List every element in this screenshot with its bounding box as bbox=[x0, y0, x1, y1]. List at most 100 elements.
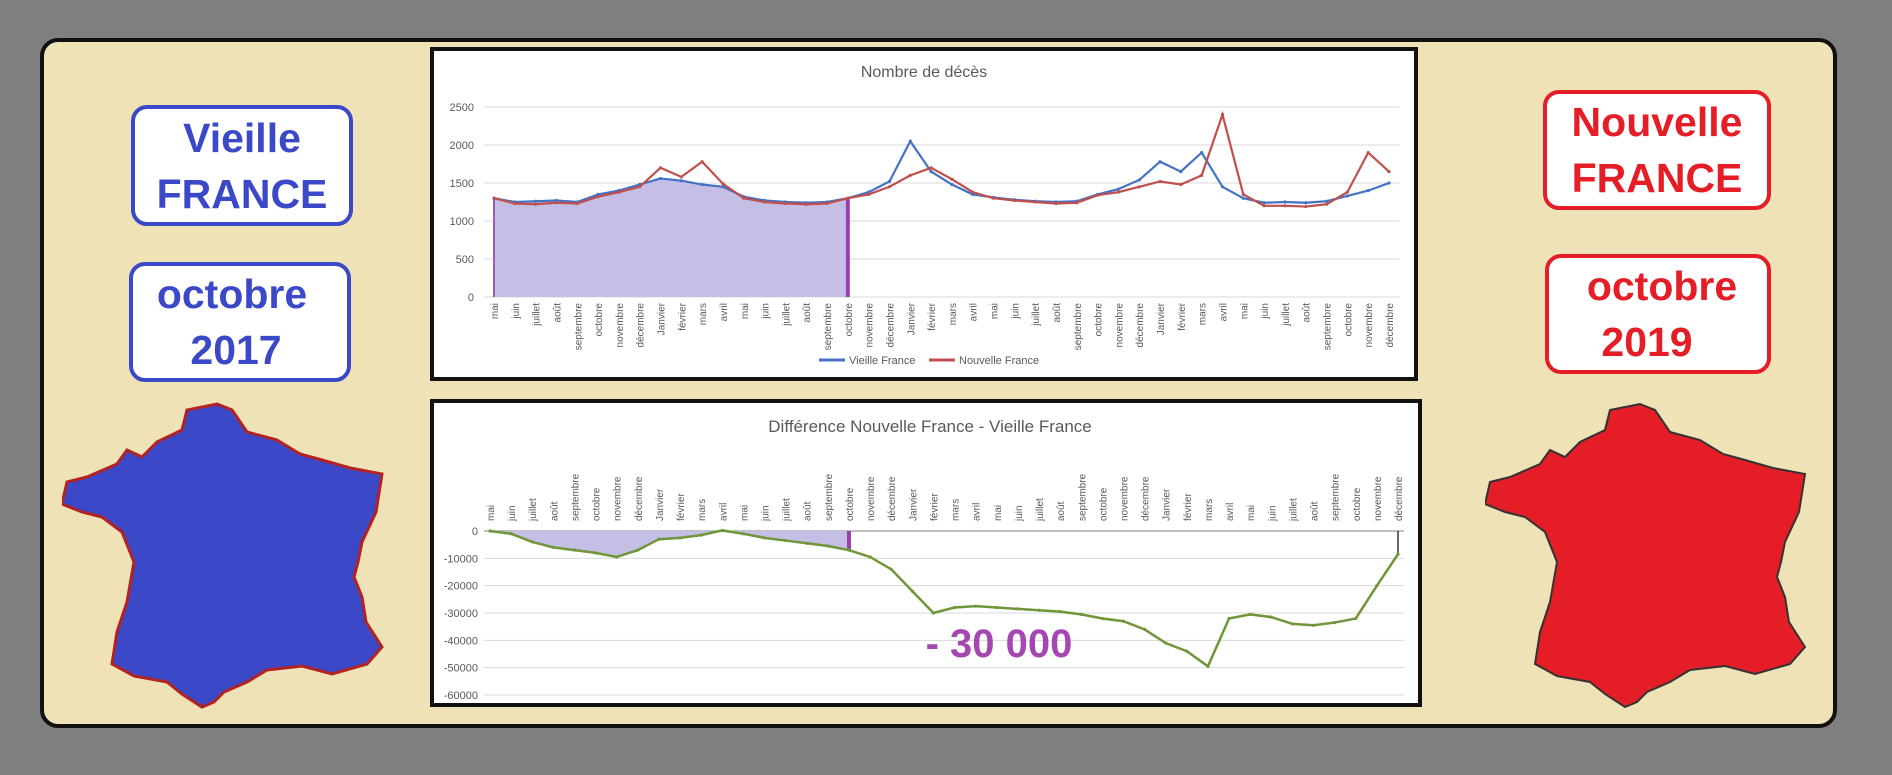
chart1-xtick-label: septembre bbox=[823, 303, 834, 351]
left-date-label: octobre 2017 bbox=[129, 262, 351, 382]
chart1-point bbox=[1137, 178, 1141, 182]
chart1-point bbox=[554, 198, 559, 203]
chart1-point bbox=[991, 196, 996, 200]
chart1-point bbox=[1179, 170, 1183, 174]
chart1-point bbox=[1366, 151, 1370, 155]
chart2-xtick-label: août bbox=[1310, 501, 1321, 521]
chart2-point bbox=[1164, 641, 1168, 645]
chart2-xtick-label: octobre bbox=[1098, 487, 1109, 521]
chart1-shaded-area bbox=[494, 178, 848, 297]
chart1-point bbox=[1200, 173, 1204, 177]
chart1-ytick-label: 1500 bbox=[450, 178, 474, 190]
chart1-point bbox=[554, 201, 559, 205]
chart1-point bbox=[1241, 196, 1245, 200]
right-date-label: octobre 2019 bbox=[1545, 254, 1771, 374]
chart1-xtick-label: décembre bbox=[1135, 303, 1146, 348]
chart2-annotation: - 30 000 bbox=[926, 622, 1073, 666]
chart1-point bbox=[1262, 201, 1266, 205]
chart1-point bbox=[638, 185, 642, 189]
chart2-point bbox=[615, 555, 619, 559]
chart1-point bbox=[534, 199, 538, 203]
chart2-xtick-label: juin bbox=[761, 505, 772, 522]
chart2-xtick-label: Janvier bbox=[908, 488, 919, 521]
chart1-point bbox=[1283, 200, 1287, 204]
chart2-xtick-label: avril bbox=[718, 503, 729, 521]
chart2-xtick-label: décembre bbox=[887, 476, 898, 521]
chart2-point bbox=[1206, 664, 1210, 668]
chart2-xtick-label: août bbox=[549, 501, 560, 521]
chart1-point bbox=[742, 196, 746, 200]
chart1-xtick-label: octobre bbox=[1343, 303, 1354, 337]
chart1-point bbox=[575, 201, 579, 206]
chart2-point bbox=[1227, 616, 1231, 621]
chart2-point bbox=[1100, 616, 1104, 621]
chart2-point bbox=[995, 605, 999, 610]
chart-difference-svg: Différence Nouvelle France - Vieille Fra… bbox=[444, 417, 1405, 702]
chart1-xtick-label: décembre bbox=[885, 303, 896, 348]
chart1-xtick-label: Janvier bbox=[657, 302, 668, 335]
chart1-point bbox=[658, 166, 663, 170]
chart1-ytick-label: 0 bbox=[468, 292, 474, 304]
chart1-xtick-label: mai bbox=[740, 303, 751, 319]
chart1-point bbox=[1220, 113, 1225, 117]
chart1-xtick-label: septembre bbox=[1073, 303, 1084, 351]
chart1-xtick-label: novembre bbox=[615, 303, 626, 348]
chart1-point bbox=[971, 192, 975, 196]
chart2-ytick-label: -50000 bbox=[444, 663, 478, 675]
chart1-point bbox=[596, 195, 600, 199]
chart1-point bbox=[867, 192, 871, 196]
chart2-xtick-label: novembre bbox=[613, 476, 624, 521]
chart1-point bbox=[1054, 201, 1058, 206]
chart2-ytick-label: -20000 bbox=[444, 581, 478, 593]
chart1-xtick-label: septembre bbox=[1323, 303, 1334, 351]
chart-difference: Différence Nouvelle France - Vieille Fra… bbox=[430, 399, 1422, 707]
chart2-point bbox=[826, 544, 830, 548]
chart1-point bbox=[846, 196, 850, 200]
chart1-point bbox=[1033, 200, 1037, 204]
right-month: octobre bbox=[1586, 263, 1738, 309]
chart1-point bbox=[1012, 198, 1016, 203]
chart1-point bbox=[534, 202, 538, 206]
chart2-xtick-label: Janvier bbox=[1162, 488, 1173, 521]
chart1-point bbox=[658, 176, 663, 181]
chart2-point bbox=[1311, 623, 1316, 627]
chart2-point bbox=[699, 533, 703, 537]
chart2-point bbox=[1016, 607, 1020, 611]
chart2-point bbox=[1037, 608, 1041, 612]
chart1-point bbox=[1324, 199, 1329, 203]
chart1-point bbox=[783, 201, 787, 206]
chart2-point bbox=[1248, 612, 1252, 616]
chart1-xtick-label: mai bbox=[990, 303, 1001, 319]
chart2-xtick-label: avril bbox=[972, 503, 983, 521]
chart1-xtick-label: avril bbox=[969, 303, 980, 321]
chart2-xtick-label: juin bbox=[1014, 505, 1025, 522]
chart2-point bbox=[1396, 552, 1400, 556]
chart1-xtick-label: avril bbox=[719, 303, 730, 321]
chart1-point bbox=[950, 177, 954, 181]
chart2-point bbox=[530, 540, 534, 544]
chart1-xtick-label: Janvier bbox=[1156, 302, 1167, 335]
right-country-line2: FRANCE bbox=[1571, 155, 1743, 201]
chart2-xtick-label: mai bbox=[1246, 505, 1257, 521]
chart2-point bbox=[889, 567, 893, 571]
chart1-point bbox=[700, 182, 704, 187]
left-year: 2017 bbox=[190, 327, 282, 373]
chart1-point bbox=[929, 166, 933, 170]
chart2-point bbox=[1290, 622, 1295, 626]
chart1-point bbox=[1387, 181, 1391, 185]
chart1-point bbox=[1304, 201, 1308, 205]
chart1-xtick-label: mai bbox=[490, 303, 501, 319]
chart2-point bbox=[1121, 619, 1126, 623]
chart1-point bbox=[1387, 170, 1391, 174]
chart2-point bbox=[509, 532, 513, 536]
right-year: 2019 bbox=[1601, 319, 1693, 365]
chart2-xtick-label: septembre bbox=[824, 473, 835, 521]
chart2-line bbox=[489, 529, 1400, 669]
chart2-point bbox=[636, 548, 640, 552]
right-country-line1: Nouvelle bbox=[1571, 99, 1743, 145]
chart1-series-line-1 bbox=[493, 110, 1390, 208]
chart2-point bbox=[741, 532, 745, 536]
chart1-point bbox=[596, 192, 600, 196]
chart2-point bbox=[1375, 584, 1379, 588]
